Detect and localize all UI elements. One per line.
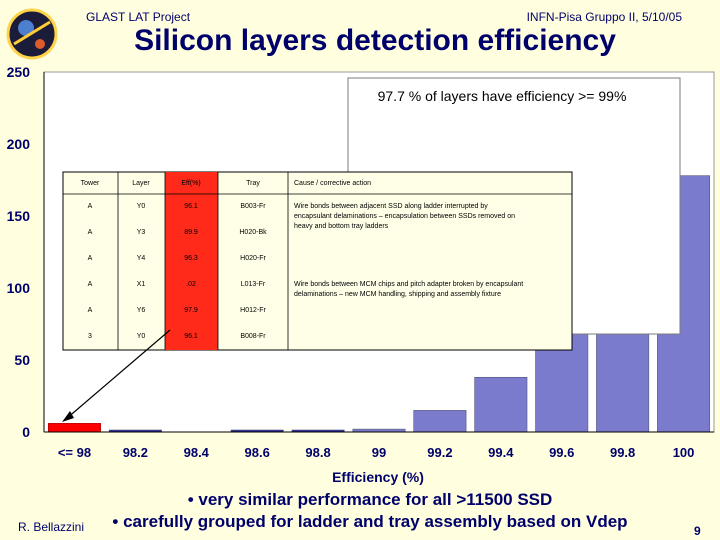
x-tick-label: 98.2	[123, 445, 148, 460]
bullet-list: • very similar performance for all >1150…	[90, 489, 650, 533]
table-cell: B003-Fr	[240, 203, 266, 210]
failing-layers-table: Tower Layer Eff(%) Tray Cause / corrective a…	[62, 171, 573, 351]
table-cause-line: Wire bonds between adjacent SSD along la…	[294, 203, 488, 210]
chart-annotation: 97.7 % of layers have efficiency >= 99%	[378, 88, 627, 104]
x-tick-label: 99.8	[610, 445, 635, 460]
eff-column-highlight	[165, 172, 218, 350]
table-cell: Y3	[137, 229, 146, 236]
bullet-1: • very similar performance for all >1150…	[187, 490, 553, 509]
y-tick-250: 250	[7, 64, 31, 80]
table-cell: X1	[137, 281, 146, 288]
table-cause-line: delaminations – new MCM handling, shippi…	[294, 291, 501, 298]
table-cell: L013-Fr	[241, 281, 266, 288]
table-header-cell: Tray	[246, 180, 260, 187]
x-tick-label: 99.6	[549, 445, 574, 460]
table-cell: 97.9	[184, 307, 198, 314]
glast-logo	[6, 4, 58, 64]
bar-99.4	[474, 376, 528, 433]
glast-mission-logo-icon	[6, 8, 58, 60]
y-tick-200: 200	[7, 136, 31, 152]
table-background	[62, 171, 573, 351]
table-cell: Y4	[137, 255, 146, 262]
annotation-arrow	[65, 329, 171, 420]
x-tick-label: <= 98	[58, 445, 91, 460]
x-tick-label: 99.4	[488, 445, 514, 460]
x-axis-title: Efficiency (%)	[332, 469, 424, 485]
x-tick-label: 100	[673, 445, 695, 460]
table-cell: A	[88, 255, 93, 262]
page-title: Silicon layers detection efficiency	[134, 24, 616, 57]
arrow-head-icon	[62, 411, 74, 422]
table-cell: 96.3	[184, 255, 198, 262]
page-number: 9	[694, 524, 701, 538]
table-cell: .02	[186, 281, 196, 288]
x-tick-labels: <= 98 98.2 98.4 98.6 98.8 99 99.2 99.4 99.6 99.8 1…	[58, 445, 695, 460]
efficiency-histogram: 0 50 100 150 200 250 <= 98 98.2 98.4 98.6 98.8 99 9…	[7, 64, 715, 485]
table-cell: 96.1	[184, 333, 198, 340]
y-tick-0: 0	[22, 424, 30, 440]
table-cell: A	[88, 229, 93, 236]
table-cause-line: encapsulant delaminations – encapsulatio…	[294, 213, 515, 220]
table-cause-line: Wire bonds between MCM chips and pitch a…	[294, 281, 523, 288]
y-tick-100: 100	[7, 280, 31, 296]
table-cell: A	[88, 281, 93, 288]
y-tick-labels: 0 50 100 150 200 250	[7, 64, 31, 440]
x-tick-label: 98.4	[184, 445, 210, 460]
bullet-2: • carefully grouped for ladder and tray …	[112, 512, 628, 531]
table-cell: 89.9	[184, 229, 198, 236]
table-cell: H020-Bk	[239, 229, 267, 236]
bar-98	[47, 423, 101, 433]
x-tick-label: 99.2	[427, 445, 452, 460]
x-tick-label: 98.8	[305, 445, 330, 460]
table-cell: 3	[88, 333, 92, 340]
y-tick-150: 150	[7, 208, 31, 224]
table-header-cell: Layer	[132, 180, 150, 187]
table-cause-line: heavy and bottom tray ladders	[294, 223, 389, 230]
table-header-cell: Eff(%)	[181, 180, 200, 187]
table-cell: A	[88, 203, 93, 210]
bar-99.2	[413, 410, 467, 433]
table-header-cell: Cause / corrective action	[294, 180, 371, 187]
table-cell: Y0	[137, 333, 146, 340]
table-cell: Y0	[137, 203, 146, 210]
x-tick-label: 98.6	[245, 445, 270, 460]
y-tick-50: 50	[14, 352, 30, 368]
table-cell: Y6	[137, 307, 146, 314]
table-cell: B008-Fr	[240, 333, 266, 340]
table-cell: 96.1	[184, 203, 198, 210]
table-cell: H012-Fr	[240, 307, 266, 314]
table-cell: H020-Fr	[240, 255, 266, 262]
author-name: R. Bellazzini	[18, 520, 85, 534]
table-header-cell: Tower	[81, 180, 100, 187]
group-and-date: INFN-Pisa Gruppo II, 5/10/05	[526, 10, 682, 24]
x-tick-label: 99	[372, 445, 386, 460]
table-cell: A	[88, 307, 93, 314]
project-name: GLAST LAT Project	[86, 10, 191, 24]
